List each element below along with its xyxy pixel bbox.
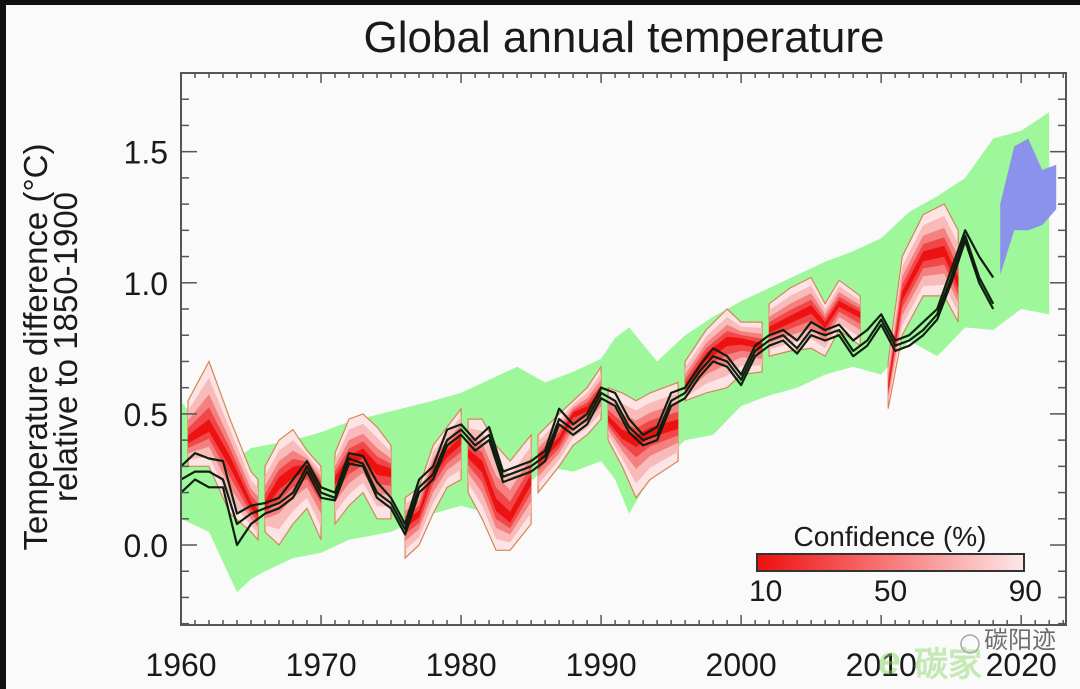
y-tick-label: 1.0 [124,266,168,302]
forecast-plume-level-4 [769,300,861,334]
chart-title: Global annual temperature [364,13,885,62]
x-tick-label: 2020 [986,647,1057,683]
plot-frame [180,72,1067,626]
legend-tick-label: 10 [749,575,782,608]
legend-colorbar [756,553,1025,572]
x-tick-label: 1970 [285,647,356,683]
legend-tick-labels: 10 50 90 [749,575,1042,608]
forecast-plume-level-3 [685,331,763,392]
x-tick-label: 1990 [566,647,637,683]
observation-line-0 [181,229,995,526]
y-axis-ticks: 0.0 0.5 1.0 1.5 [124,98,1066,625]
y-tick-label: 0.5 [124,397,168,433]
forecast-plume-level-4 [538,389,602,465]
forecast-plume [887,203,959,409]
y-tick-label: 0.0 [124,528,168,564]
x-tick-label: 2010 [846,647,917,683]
forecast-plume-level-4 [685,336,763,390]
forecast-plume [467,418,532,551]
watermark-text: 碳阳迹 [984,627,1056,654]
x-axis-ticks: 1960 1970 1980 1990 2000 2010 2020 [145,73,1064,683]
watermark-logo-icon: e [878,639,900,682]
y-tick-label: 1.5 [124,135,168,171]
projection-layer [1000,138,1057,275]
confidence-legend: Confidence (%) 10 50 90 [749,521,1042,608]
observation-line-1 [181,234,995,531]
wechat-icon [960,634,980,654]
projection-band [1000,138,1057,275]
forecast-plume-level-4 [468,449,532,523]
legend-tick-label: 50 [874,575,907,608]
forecast-plume-level-4 [265,464,321,509]
x-tick-label: 1980 [425,647,496,683]
y-axis-label: Temperature difference (°C) relative to … [17,144,84,551]
forecast-plume-level-3 [188,407,258,522]
model-range-band [181,112,1050,593]
legend-tick-label: 90 [1009,575,1042,608]
watermark: e 碳家 碳阳迹 [878,627,1056,682]
y-axis-label-line2: relative to 1850-1900 [47,192,84,502]
model-range-layer [181,112,1050,593]
legend-title: Confidence (%) [794,521,987,552]
observation-line-2 [181,239,995,547]
plot-area [181,112,1057,593]
watermark-brand: 碳家 [914,646,982,682]
observations-layer [181,229,995,547]
y-axis-label-line1: Temperature difference (°C) [17,144,54,551]
forecast-plume-level-3 [888,237,959,394]
forecast-plume-level-4 [608,415,679,447]
axes: 1960 1970 1980 1990 2000 2010 2020 0.0 0.5 1.0 1.… [124,72,1067,683]
x-tick-label: 1960 [145,647,216,683]
x-tick-label: 2000 [706,647,777,683]
forecast-plume-level-2 [888,227,959,399]
